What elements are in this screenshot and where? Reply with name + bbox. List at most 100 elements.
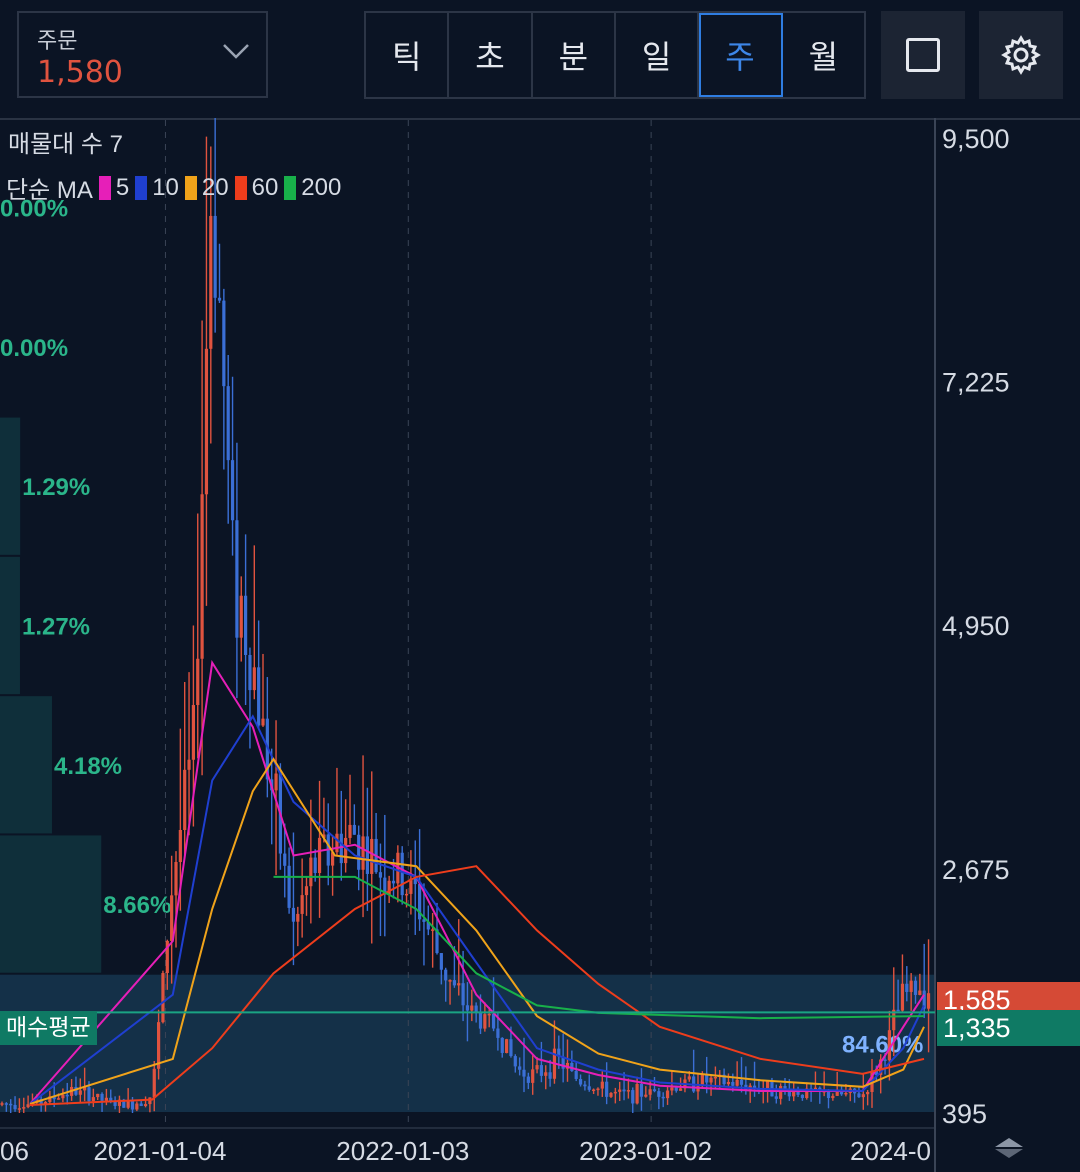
candle-body — [287, 865, 291, 908]
candle-body — [609, 1092, 613, 1097]
candle-body — [248, 654, 252, 691]
volume-profile-pct: 8.66% — [103, 892, 171, 919]
y-tick-label: 7,225 — [942, 368, 1010, 398]
candle-body — [513, 1056, 517, 1067]
candle-body — [909, 980, 913, 992]
ma20-line — [29, 757, 925, 1105]
tab-minute[interactable]: 분 — [533, 13, 616, 97]
candle-body — [705, 1074, 709, 1083]
top-toolbar: 주문 1,580 틱 초 분 일 주 월 — [0, 0, 1080, 120]
candle-body — [43, 1102, 48, 1104]
candle-body — [122, 1099, 126, 1108]
candle-body — [644, 1094, 648, 1097]
candle-body — [117, 1099, 122, 1106]
candle-body — [622, 1089, 626, 1092]
candle-body — [896, 1009, 900, 1012]
candle-body — [465, 1005, 470, 1011]
volume-profile-bar — [0, 835, 102, 973]
candle-body — [635, 1083, 639, 1104]
candle-body — [452, 980, 456, 986]
candle-body — [204, 348, 209, 495]
candlestick-series — [0, 118, 931, 1113]
candle-body — [687, 1076, 691, 1080]
ma-legend: 단순 MA 5 10 20 60 200 — [6, 170, 341, 205]
ma20-label: 20 — [201, 173, 229, 201]
tab-tick[interactable]: 틱 — [366, 13, 450, 97]
candle-body — [535, 1065, 539, 1070]
candle-body — [48, 1096, 52, 1103]
order-label: 주문 — [37, 29, 78, 54]
candle-body — [418, 884, 422, 920]
candle-body — [196, 658, 200, 706]
settings-button[interactable] — [979, 11, 1063, 99]
ma10-swatch — [135, 175, 148, 200]
candle-body — [487, 1013, 491, 1016]
candle-body — [752, 1085, 757, 1089]
candle-body — [448, 980, 452, 982]
layout-toggle-button[interactable] — [881, 11, 965, 99]
candle-body — [652, 1089, 657, 1092]
candle-body — [726, 1081, 731, 1085]
candle-body — [879, 1059, 883, 1075]
candle-body — [391, 880, 396, 884]
candle-body — [578, 1078, 583, 1085]
candle-body — [4, 1103, 8, 1105]
candle-body — [605, 1081, 609, 1097]
candle-body — [574, 1070, 578, 1079]
volume-profile-pct: 1.29% — [22, 474, 90, 501]
candle-body — [831, 1095, 835, 1099]
candle-body — [387, 880, 391, 895]
square-icon — [906, 38, 940, 72]
candle-body — [922, 990, 926, 1009]
candle-body — [774, 1096, 778, 1099]
tab-month[interactable]: 월 — [808, 38, 839, 76]
candle-body — [731, 1081, 735, 1086]
order-quantity-selector[interactable]: 주문 1,580 — [17, 11, 268, 98]
candle-body — [631, 1090, 635, 1104]
volume-profile-bar — [0, 417, 21, 555]
candle-body — [161, 973, 165, 1023]
candle-body — [587, 1086, 591, 1090]
candle-body — [648, 1089, 652, 1095]
chevron-down-icon — [223, 44, 249, 59]
candle-body — [252, 667, 256, 691]
scroll-arrows-icon[interactable] — [992, 1136, 1026, 1160]
candle-body — [444, 969, 448, 981]
candle-body — [313, 857, 317, 874]
chart-axes: 9,500 7,225 4,950 2,675 395 06 2021-01-04 2022-… — [0, 124, 1010, 1166]
candle-body — [596, 1088, 600, 1091]
candle-body — [709, 1077, 713, 1083]
candle-body — [735, 1079, 739, 1086]
candle-body — [217, 297, 222, 301]
x-tick-label: 2022-01-03 — [336, 1136, 469, 1166]
candle-body — [352, 824, 356, 835]
candle-body — [913, 980, 918, 995]
candle-body — [739, 1079, 744, 1085]
ma200-label: 200 — [301, 173, 342, 201]
candle-body — [792, 1091, 796, 1097]
candle-body — [126, 1101, 130, 1108]
volume-profile-pct: 1.27% — [22, 614, 90, 641]
candle-body — [796, 1091, 800, 1095]
candle-body — [300, 895, 304, 914]
ma10-line — [29, 714, 925, 1105]
candle-body — [866, 1091, 870, 1095]
candle-body — [322, 834, 326, 838]
candle-body — [83, 1087, 87, 1091]
price-chart[interactable]: 0.00%0.00%1.29%1.27%4.18%8.66%84.60% 9,5… — [0, 118, 1080, 1172]
tab-week[interactable]: 주 — [699, 13, 783, 97]
candle-body — [670, 1087, 674, 1091]
candle-body — [861, 1094, 865, 1098]
candle-body — [283, 853, 287, 866]
candle-body — [91, 1097, 95, 1102]
tab-second[interactable]: 초 — [449, 13, 533, 97]
ma5-swatch — [98, 175, 111, 200]
tab-day[interactable]: 일 — [616, 13, 700, 97]
candle-body — [257, 667, 261, 726]
volume-profile-label: 매물대 수 7 — [8, 131, 124, 158]
candle-body — [135, 1103, 139, 1110]
candle-body — [344, 837, 348, 864]
candle-body — [470, 1005, 474, 1011]
candle-body — [378, 872, 383, 878]
candle-body — [165, 940, 169, 974]
